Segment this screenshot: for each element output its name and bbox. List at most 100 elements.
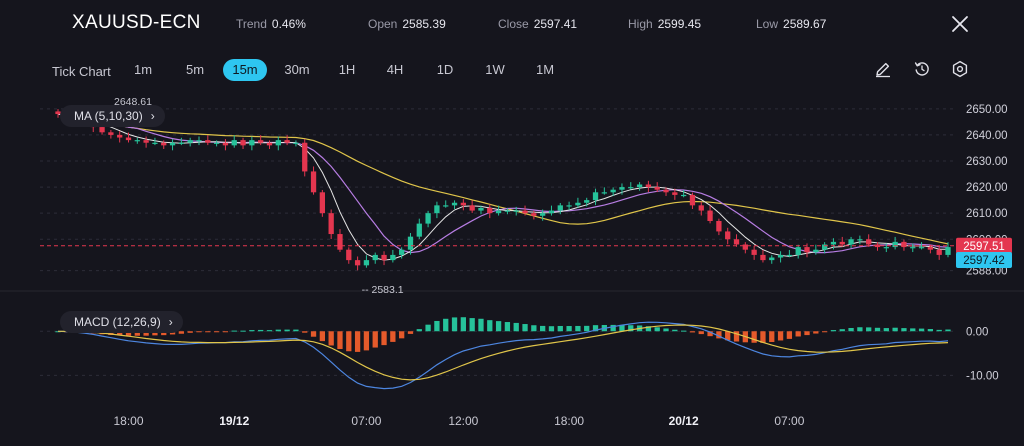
candle-body [117,134,123,138]
macd-histogram-bar [266,330,273,332]
macd-histogram-bar [804,331,810,336]
timeframe-5m-button[interactable]: 5m [185,62,205,77]
candle-body [478,207,484,211]
tick-chart-button[interactable]: Tick Chart [52,64,111,79]
timeframe-1m-button[interactable]: 1m [133,62,153,77]
bid-price-label: 2597.51 [963,241,1005,253]
candle-body [134,140,140,142]
candle-body [399,249,405,255]
candle-body [707,210,713,221]
macd-histogram-bar [117,331,123,336]
candle-body [698,205,704,211]
macd-histogram-bar [460,317,466,332]
time-tick-label: 12:00 [448,414,478,428]
macd-histogram-bar [143,331,149,336]
candle-body [258,140,264,143]
candle-body [883,247,889,249]
settings-icon[interactable] [951,60,969,78]
macd-histogram-bar [707,331,713,337]
macd-histogram-bar [416,329,422,332]
time-tick-label: 20/12 [669,414,699,428]
timeframe-1m-button[interactable]: 1M [535,62,555,77]
candle-body [275,140,281,146]
candle-body [901,241,907,248]
candle-body [302,142,308,172]
candle-body [328,213,334,235]
high-value: 2599.45 [657,17,702,31]
timeframe-1d-button[interactable]: 1D [436,62,454,77]
chevron-right-icon: › [150,109,155,123]
close-icon[interactable] [948,12,972,36]
macd-histogram-bar [910,328,916,332]
macd-histogram-bar [390,331,396,342]
reset-icon[interactable] [913,60,931,78]
price-chart[interactable]: 2588.002600.002610.002620.002630.002640.… [0,95,1024,446]
candle-body [874,244,881,248]
time-tick-label: 18:00 [554,414,584,428]
timeframe-4h-button[interactable]: 4H [386,62,404,77]
macd-histogram-bar [874,327,881,332]
macd-histogram-bar [196,331,202,333]
candle-body [495,210,502,214]
macd-histogram-bar [231,330,237,332]
macd-histogram-bar [769,331,775,343]
macd-histogram-bar [777,331,784,341]
time-tick-label: 07:00 [774,414,804,428]
candle-body [319,192,325,214]
macd-indicator-button[interactable]: MACD (12,26,9) › [60,311,183,333]
price-tick-label: 2588.00 [966,266,1008,278]
macd-histogram-bar [399,331,405,339]
ma-indicator-button[interactable]: MA (5,10,30) › [60,105,165,127]
macd-histogram-bar [663,328,669,332]
macd-histogram-bar [258,329,264,332]
macd-histogram-bar [857,327,863,332]
candle-body [363,260,370,266]
candle-body [381,254,387,261]
macd-histogram-bar [346,331,352,352]
candle-body [601,192,607,194]
candle-body [407,236,414,250]
candle-body [372,254,378,261]
macd-histogram-bar [187,331,193,333]
macd-histogram-bar [883,328,889,332]
macd-histogram-bar [689,331,696,333]
macd-histogram-bar [443,318,449,332]
macd-histogram-bar [575,325,581,332]
macd-histogram-bar [936,329,942,332]
macd-histogram-bar [672,329,678,332]
candle-body [531,213,537,216]
bid-price-tag [956,237,1012,254]
timeframe-toolbar: Tick Chart 1m 5m 15m 30m 1H 4H 1D 1W 1M [0,56,1024,86]
symbol-title: XAUUSD-ECN [72,12,201,33]
macd-histogram-bar [495,321,502,332]
macd-histogram-bar [363,331,370,351]
pencil-icon[interactable] [874,60,892,78]
macd-histogram-bar [240,330,246,332]
macd-histogram-bar [786,331,793,339]
open-value: 2585.39 [402,17,446,31]
timeframe-30m-button[interactable]: 30m [284,62,310,77]
candle-body [681,194,687,197]
timeframe-1h-button[interactable]: 1H [338,62,356,77]
candle-body [777,254,784,258]
candle-body [689,194,696,206]
macd-histogram-bar [830,330,837,332]
macd-histogram-bar [901,328,907,332]
macd-histogram-bar [487,320,493,332]
candle-body [927,247,934,250]
candle-body [742,244,748,250]
macd-histogram-bar [319,331,325,342]
candle-body [813,249,819,253]
timeframe-1w-button[interactable]: 1W [485,62,505,77]
macd-histogram-bar [760,331,766,343]
macd-histogram-bar [725,331,731,341]
macd-histogram-bar [513,322,519,332]
candle-body [55,111,61,115]
timeframe-15m-button[interactable]: 15m [223,59,267,81]
candle-body [161,142,167,146]
candle-body [716,221,722,232]
macd-histogram-bar [813,331,819,334]
candle-body [354,260,361,266]
macd-histogram-bar [478,318,484,332]
